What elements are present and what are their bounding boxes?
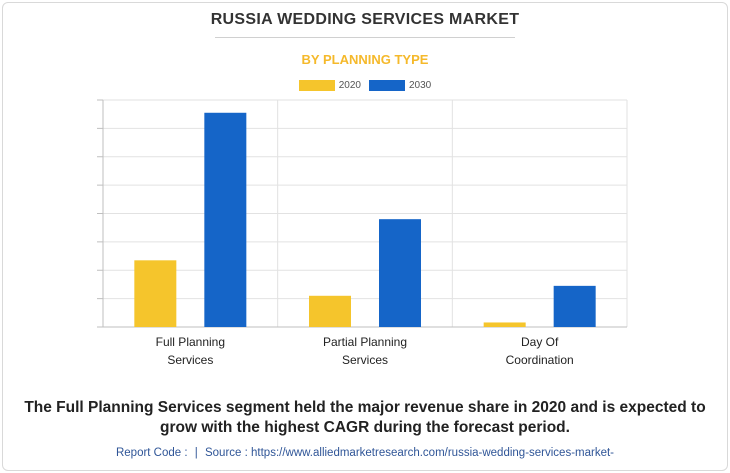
x-tick-label: Partial Planning xyxy=(323,335,407,349)
source-link[interactable]: Source : https://www.alliedmarketresearc… xyxy=(204,447,615,459)
bar-2030-1 xyxy=(204,112,247,327)
legend-swatch-2020 xyxy=(298,80,335,91)
source-footer: Report Code : | Source : https://www.all… xyxy=(0,447,730,459)
bar-2020-1 xyxy=(134,260,177,327)
chart-caption: The Full Planning Services segment held … xyxy=(0,398,730,438)
x-tick-label: Coordination xyxy=(506,353,574,367)
footer-separator: | xyxy=(194,447,198,459)
legend-swatch-2030 xyxy=(369,80,405,91)
bar-chart: Full Planning Services Partial Planning Ser… xyxy=(97,99,628,367)
legend-item-2030: 2030 xyxy=(369,80,431,91)
caption-line-2: grow with the highest CAGR during the fo… xyxy=(160,419,570,436)
bar-2030-2 xyxy=(379,219,421,327)
chart-title: RUSSIA WEDDING SERVICES MARKET xyxy=(210,11,520,28)
bar-2030-3 xyxy=(553,285,596,327)
x-tick-label: Full Planning xyxy=(156,335,225,349)
title-divider xyxy=(215,37,515,38)
caption-line-1: The Full Planning Services segment held … xyxy=(24,399,706,416)
x-tick-label: Services xyxy=(342,353,388,367)
x-tick-label: Day Of xyxy=(521,335,559,349)
chart-subtitle: BY PLANNING TYPE xyxy=(301,52,429,67)
legend-label-2020: 2020 xyxy=(338,80,361,91)
legend-label-2030: 2030 xyxy=(409,80,432,91)
bar-2020-3 xyxy=(483,322,526,327)
report-code-label: Report Code : xyxy=(115,447,188,459)
legend-item-2020: 2020 xyxy=(298,80,361,91)
x-tick-label: Services xyxy=(167,353,213,367)
legend: 2020 2030 xyxy=(0,80,730,91)
bar-2020-2 xyxy=(309,295,351,327)
